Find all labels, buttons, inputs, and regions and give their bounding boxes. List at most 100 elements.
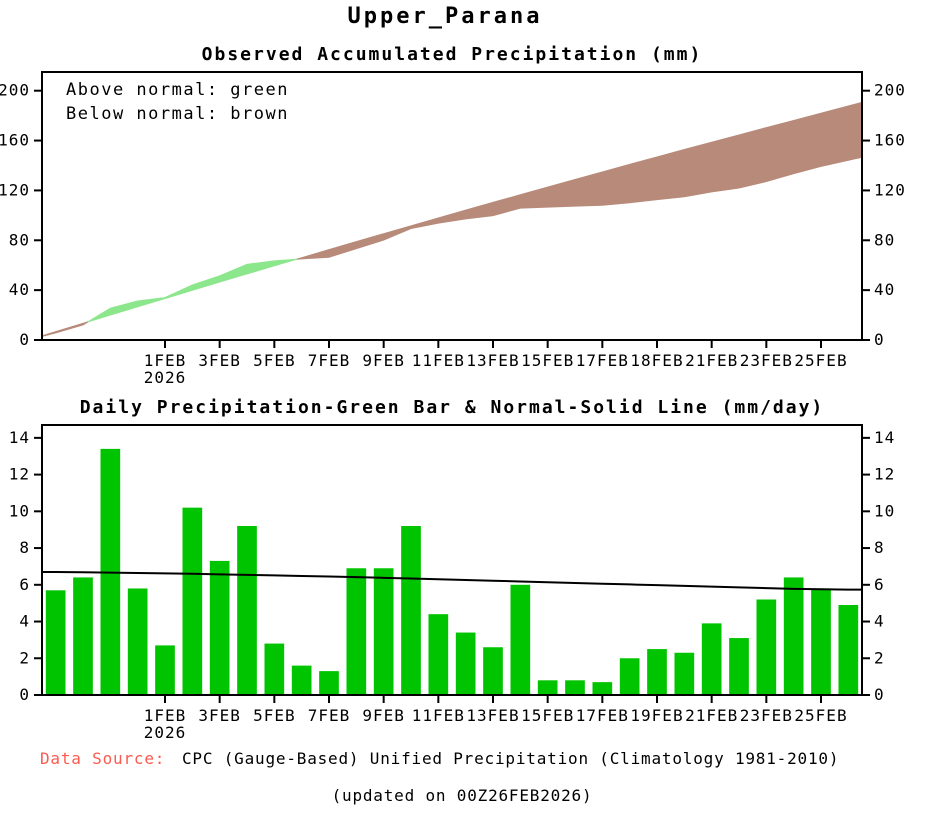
y-tick-label: 6 bbox=[874, 575, 885, 594]
y-tick-label: 14 bbox=[874, 428, 895, 447]
x-tick-label: 25FEB bbox=[794, 706, 847, 725]
legend-below-normal: Below normal: brown bbox=[66, 104, 289, 124]
data-source-text: CPC (Gauge-Based) Unified Precipitation … bbox=[182, 749, 839, 768]
y-tick-label: 0 bbox=[874, 685, 885, 704]
axis-frame bbox=[41, 424, 863, 696]
daily-precip-bar bbox=[483, 647, 503, 695]
daily-precip-bar bbox=[701, 623, 722, 695]
y-tick-label: 80 bbox=[874, 230, 895, 249]
x-tick-label: 3FEB bbox=[198, 706, 241, 725]
daily-precip-bar bbox=[537, 680, 558, 695]
y-tick-label: 10 bbox=[874, 501, 895, 520]
band-segment-below-normal bbox=[41, 321, 89, 338]
daily-precip-bar bbox=[45, 590, 66, 695]
daily-precip-bar bbox=[291, 665, 312, 695]
x-tick-label: 1FEB bbox=[144, 351, 187, 370]
daily-precip-bar bbox=[455, 632, 476, 695]
y-tick-label: 12 bbox=[874, 465, 895, 484]
x-tick-label: 7FEB bbox=[308, 351, 351, 370]
x-tick-label: 5FEB bbox=[253, 706, 296, 725]
daily-precip-bar bbox=[264, 643, 285, 695]
daily-precip-bar bbox=[565, 680, 585, 695]
band-segment-below-normal bbox=[296, 101, 863, 260]
daily-precip-bar bbox=[838, 605, 859, 695]
y-tick-label: 4 bbox=[874, 612, 885, 631]
x-tick-label: 17FEB bbox=[576, 351, 629, 370]
daily-precip-bar bbox=[674, 652, 695, 695]
y-tick-label: 8 bbox=[874, 538, 885, 557]
x-tick-label: 15FEB bbox=[521, 351, 574, 370]
y-tick-label: 2 bbox=[19, 648, 30, 667]
x-tick-label: 13FEB bbox=[466, 351, 519, 370]
x-tick-label: 1FEB bbox=[144, 706, 187, 725]
y-tick-label: 0 bbox=[19, 685, 30, 704]
x-tick-label: 21FEB bbox=[685, 706, 738, 725]
x-tick-label: 9FEB bbox=[362, 351, 405, 370]
x-tick-label: 3FEB bbox=[198, 351, 241, 370]
y-tick-label: 200 bbox=[0, 81, 30, 100]
daily-precip-bar bbox=[510, 584, 531, 695]
chart2-title: Daily Precipitation-Green Bar & Normal-S… bbox=[80, 397, 825, 418]
daily-precip-bar bbox=[319, 671, 339, 695]
data-source-line: Data Source: CPC (Gauge-Based) Unified P… bbox=[40, 749, 839, 768]
x-tick-label: 25FEB bbox=[794, 351, 847, 370]
daily-precip-bar bbox=[155, 645, 175, 695]
y-tick-label: 0 bbox=[874, 330, 885, 349]
y-tick-label: 120 bbox=[874, 180, 906, 199]
daily-precip-bar bbox=[237, 526, 257, 695]
daily-precip-bar bbox=[373, 568, 394, 695]
x-tick-label: 23FEB bbox=[740, 351, 793, 370]
updated-line: (updated on 00Z26FEB2026) bbox=[332, 786, 593, 805]
y-tick-label: 80 bbox=[9, 230, 30, 249]
x-year-label: 2026 bbox=[144, 723, 187, 742]
y-tick-label: 8 bbox=[19, 538, 30, 557]
y-tick-label: 160 bbox=[0, 131, 30, 150]
x-tick-label: 13FEB bbox=[466, 706, 519, 725]
daily-precip-bar bbox=[182, 507, 203, 695]
y-tick-label: 4 bbox=[19, 612, 30, 631]
x-tick-label: 5FEB bbox=[253, 351, 296, 370]
x-tick-label: 19FEB bbox=[630, 706, 683, 725]
y-tick-label: 120 bbox=[0, 180, 30, 199]
daily-precip-bar bbox=[647, 649, 667, 695]
legend-above-normal: Above normal: green bbox=[66, 80, 289, 100]
y-tick-label: 12 bbox=[9, 465, 30, 484]
x-tick-label: 7FEB bbox=[308, 706, 351, 725]
y-tick-label: 40 bbox=[9, 280, 30, 299]
daily-precip-bar bbox=[346, 568, 367, 695]
daily-precip-bar bbox=[756, 599, 777, 695]
axis-frame bbox=[41, 71, 863, 341]
x-tick-label: 23FEB bbox=[740, 706, 793, 725]
daily-precip-bar bbox=[127, 588, 148, 695]
y-tick-label: 40 bbox=[874, 280, 895, 299]
normal-precip-line bbox=[42, 570, 862, 591]
y-tick-label: 2 bbox=[874, 648, 885, 667]
x-tick-label: 9FEB bbox=[362, 706, 405, 725]
daily-precip-chart: Daily Precipitation-Green Bar & Normal-S… bbox=[9, 397, 895, 742]
daily-precip-bar bbox=[811, 588, 831, 695]
daily-precip-bar bbox=[73, 577, 93, 695]
x-tick-label: 21FEB bbox=[685, 351, 738, 370]
x-tick-label: 11FEB bbox=[412, 706, 465, 725]
daily-precip-bar bbox=[619, 658, 640, 695]
daily-precip-bar bbox=[783, 577, 804, 695]
daily-precip-bar bbox=[401, 526, 421, 695]
y-tick-label: 14 bbox=[9, 428, 30, 447]
x-tick-label: 18FEB bbox=[630, 351, 683, 370]
y-tick-label: 0 bbox=[19, 330, 30, 349]
y-tick-label: 10 bbox=[9, 501, 30, 520]
y-tick-label: 160 bbox=[874, 131, 906, 150]
accumulated-precip-chart: Observed Accumulated Precipitation (mm) … bbox=[0, 44, 906, 387]
band-segment-above-normal bbox=[87, 258, 297, 323]
x-tick-label: 15FEB bbox=[521, 706, 574, 725]
daily-precip-bar bbox=[209, 560, 230, 695]
x-year-label: 2026 bbox=[144, 368, 187, 387]
y-tick-label: 6 bbox=[19, 575, 30, 594]
x-tick-label: 17FEB bbox=[576, 706, 629, 725]
daily-precip-bar bbox=[428, 614, 449, 695]
x-tick-label: 11FEB bbox=[412, 351, 465, 370]
